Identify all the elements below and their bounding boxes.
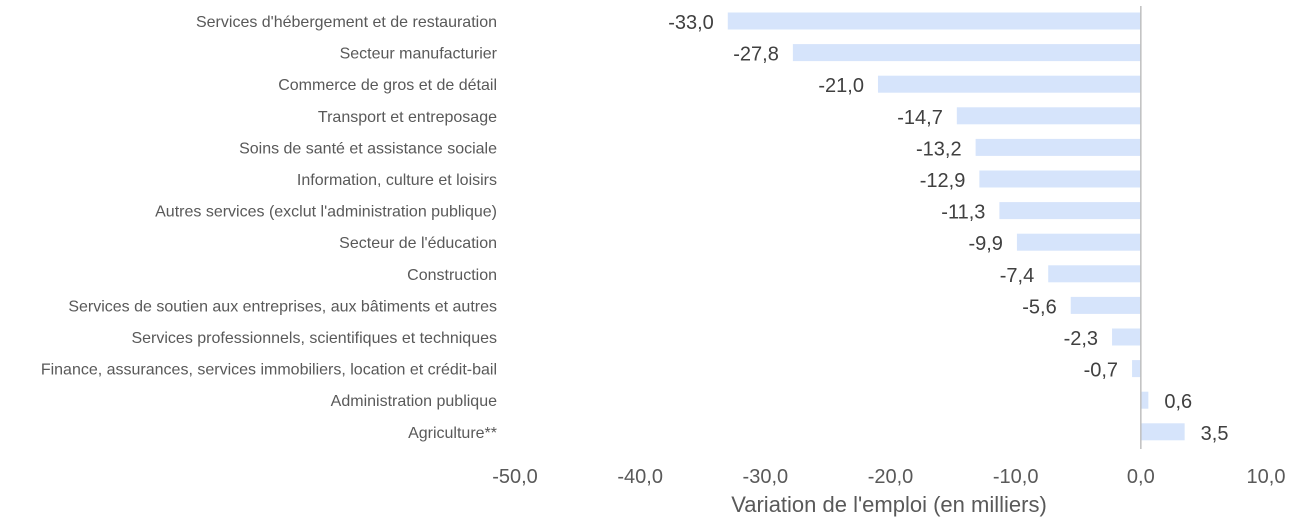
bar [1112,328,1141,346]
value-label: -13,2 [916,138,962,160]
x-tick-label: 0,0 [1127,466,1155,488]
category-label: Administration publique [331,393,497,410]
category-label: Services de soutien aux entreprises, aux… [68,298,497,315]
category-label: Finance, assurances, services immobilier… [41,362,497,379]
x-tick-label: -50,0 [492,466,538,488]
value-label: 3,5 [1201,423,1229,445]
value-label: -9,9 [968,233,1002,255]
bar [1048,265,1141,283]
value-label: -5,6 [1022,296,1056,318]
bar [979,170,1141,188]
x-tick-label: -20,0 [868,466,914,488]
value-label: -12,9 [920,170,966,192]
bar [975,138,1141,156]
x-tick-label: -40,0 [617,466,663,488]
category-label: Agriculture** [408,425,497,442]
bar [1140,391,1149,409]
value-label: -21,0 [818,75,864,97]
bar [1070,296,1141,314]
bar [877,75,1141,93]
bar [999,202,1141,220]
category-label: Services professionnels, scientifiques e… [131,330,497,347]
value-label: -11,3 [941,202,985,224]
category-label: Information, culture et loisirs [297,172,497,189]
bars-group [727,12,1185,441]
value-label: -33,0 [668,12,714,34]
x-tick-labels-group: -50,0 -40,0 -30,0 -20,0 -10,0 0,0 10,0 [492,466,1285,488]
category-label: Soins de santé et assistance sociale [239,140,497,157]
bar [1016,233,1141,251]
category-label: Secteur manufacturier [340,46,498,63]
value-label: -27,8 [733,44,779,66]
bar [727,12,1141,30]
x-axis-title: Variation de l'emploi (en milliers) [731,492,1047,517]
bar [1132,360,1141,378]
x-tick-label: -30,0 [743,466,789,488]
category-label: Construction [407,267,497,284]
value-label: -14,7 [897,107,943,129]
category-label: Autres services (exclut l'administration… [155,204,497,221]
x-tick-label: -10,0 [993,466,1039,488]
bar [792,44,1141,62]
x-tick-label: 10,0 [1247,466,1286,488]
value-label: 0,6 [1164,391,1192,413]
category-label: Secteur de l'éducation [339,235,497,252]
value-label: -7,4 [1000,265,1034,287]
bar [956,107,1141,125]
category-label: Commerce de gros et de détail [278,77,497,94]
category-labels-group: Services d'hébergement et de restauratio… [41,14,498,442]
value-label: -0,7 [1084,360,1118,382]
category-label: Services d'hébergement et de restauratio… [196,14,497,31]
value-labels-group: -33,0 -27,8 -21,0 -14,7 -13,2 -12,9 -11,3 -9,9 -… [668,12,1228,445]
category-label: Transport et entreposage [318,109,497,126]
bar [1140,423,1185,441]
value-label: -2,3 [1064,328,1098,350]
